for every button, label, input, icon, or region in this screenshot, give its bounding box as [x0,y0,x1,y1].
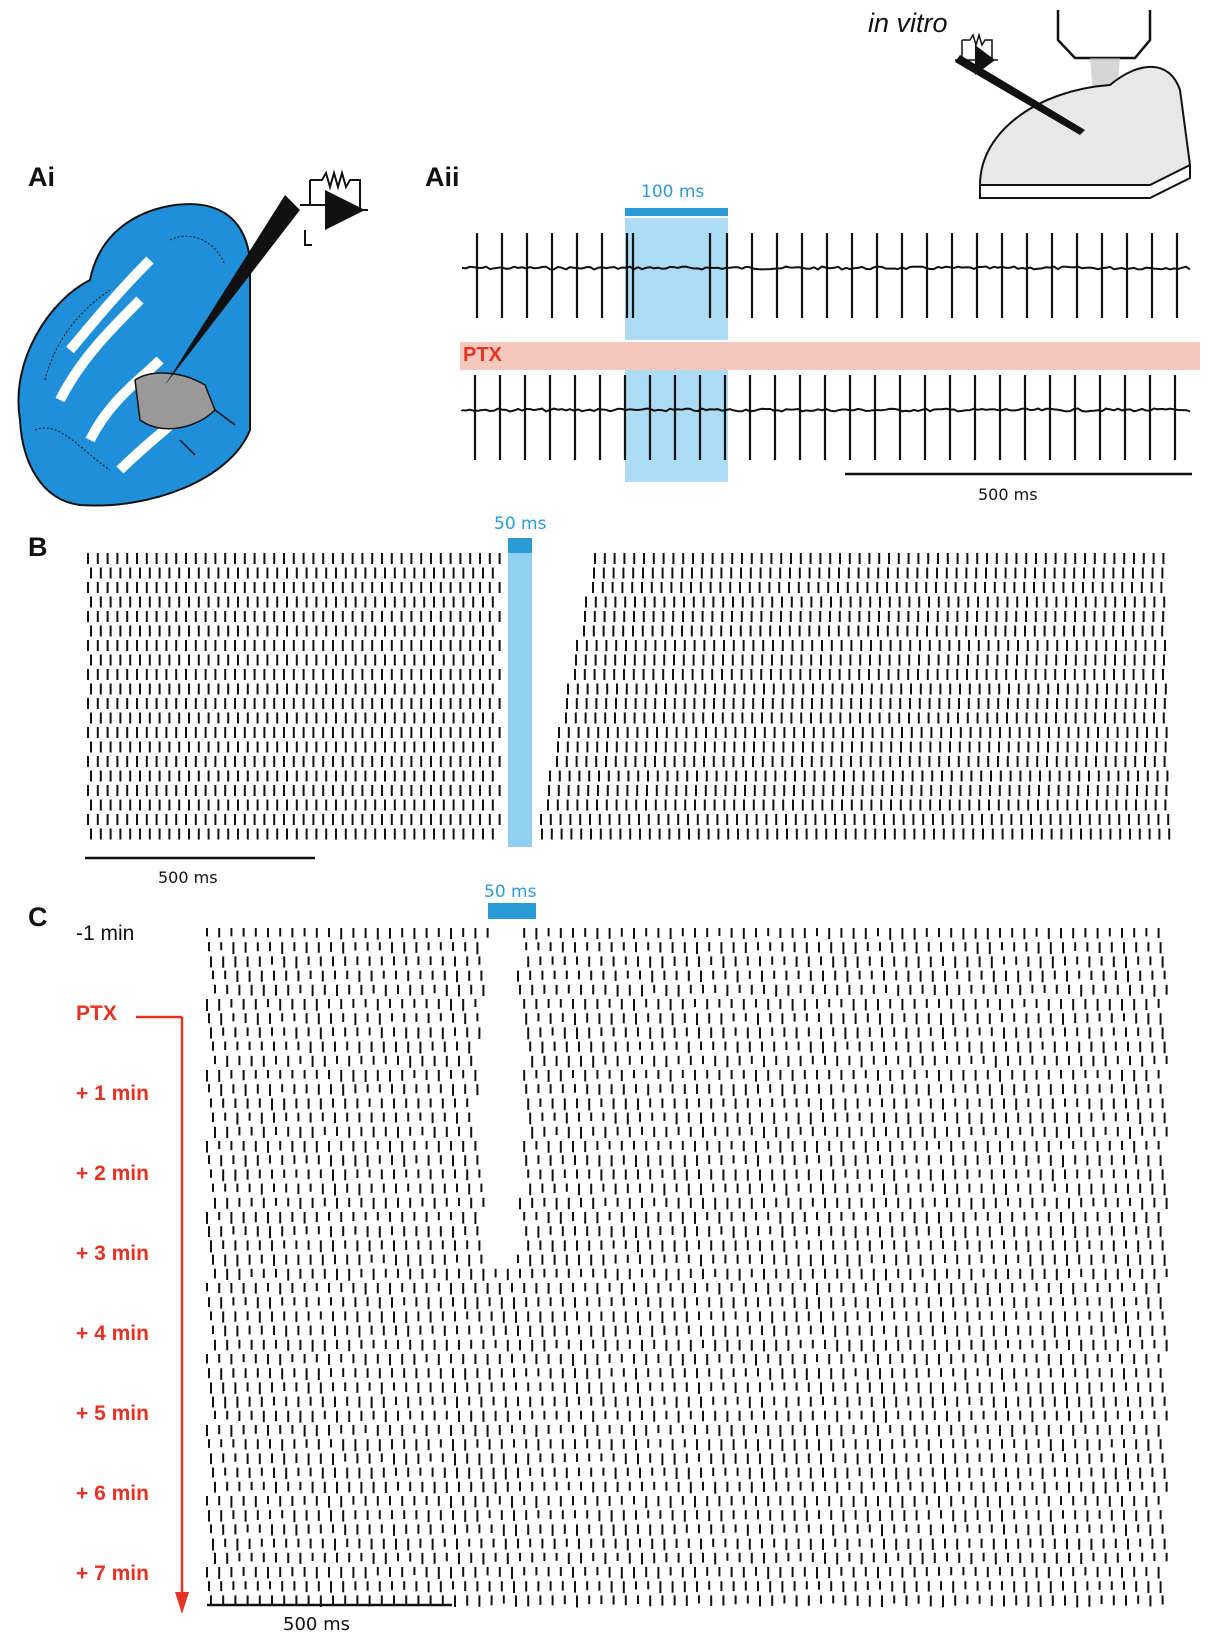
aii-traces [461,233,1191,460]
cerebellum-diagram-icon [17,203,251,507]
b-stim-column [508,553,532,847]
c-stim-bar [488,903,536,919]
b-raster [87,553,1171,840]
b-stim-bar [508,538,532,553]
c-raster [206,928,1168,1608]
electrode-amplifier-icon [165,169,368,385]
slice-setup-icon [955,10,1192,199]
aii-ptx-band [460,342,1200,370]
